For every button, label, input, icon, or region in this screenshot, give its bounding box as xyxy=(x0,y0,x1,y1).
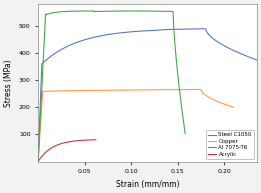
Line: Al 7075-T6: Al 7075-T6 xyxy=(38,11,185,162)
Al 7075-T6 xyxy=(183,133,187,135)
Line: Copper: Copper xyxy=(38,89,234,162)
Acrylic xyxy=(82,139,85,141)
Al 7075-T6 xyxy=(156,10,159,12)
Al 7075-T6 xyxy=(42,49,45,51)
Acrylic xyxy=(92,139,96,141)
Steel C1050 xyxy=(255,59,258,61)
Acrylic xyxy=(37,161,40,163)
Al 7075-T6 xyxy=(80,10,83,12)
Y-axis label: Stress (MPa): Stress (MPa) xyxy=(4,59,13,107)
Steel C1050 xyxy=(37,161,40,163)
Acrylic xyxy=(69,141,72,143)
Al 7075-T6 xyxy=(179,98,182,100)
Copper xyxy=(110,89,114,91)
Steel C1050 xyxy=(108,33,111,36)
Line: Steel C1050: Steel C1050 xyxy=(38,29,257,162)
X-axis label: Strain (mm/mm): Strain (mm/mm) xyxy=(116,180,179,189)
Acrylic xyxy=(52,146,55,148)
Copper xyxy=(225,104,228,106)
Copper xyxy=(63,90,67,92)
Steel C1050 xyxy=(204,28,207,30)
Copper xyxy=(37,161,40,163)
Steel C1050 xyxy=(215,40,218,42)
Acrylic xyxy=(76,140,79,142)
Al 7075-T6 xyxy=(41,67,44,69)
Acrylic xyxy=(94,139,97,141)
Copper xyxy=(232,106,235,108)
Al 7075-T6 xyxy=(132,10,135,12)
Line: Acrylic: Acrylic xyxy=(38,140,96,162)
Copper xyxy=(148,89,151,91)
Copper xyxy=(199,88,203,91)
Steel C1050 xyxy=(181,28,184,30)
Al 7075-T6 xyxy=(80,10,83,12)
Steel C1050 xyxy=(200,28,204,30)
Copper xyxy=(37,153,40,156)
Steel C1050 xyxy=(60,48,63,50)
Copper xyxy=(208,96,211,99)
Steel C1050 xyxy=(110,33,113,35)
Al 7075-T6 xyxy=(37,161,40,163)
Legend: Steel C1050, Copper, Al 7075-T6, Acrylic: Steel C1050, Copper, Al 7075-T6, Acrylic xyxy=(206,130,254,159)
Acrylic xyxy=(49,148,52,150)
